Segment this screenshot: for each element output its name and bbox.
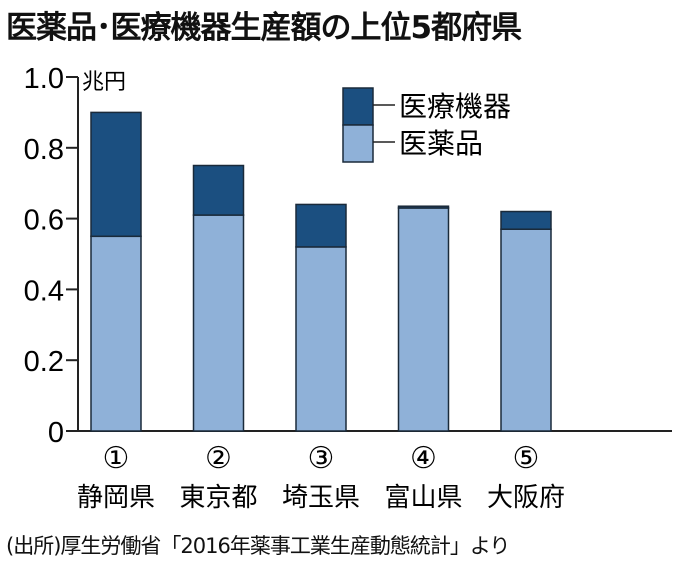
y-tick-label: 0.6 bbox=[24, 205, 64, 237]
y-tick-label: 0.4 bbox=[24, 275, 64, 307]
x-tick-label: 大阪府 bbox=[487, 483, 565, 513]
y-tick-label: 0 bbox=[48, 417, 64, 449]
bar-医薬品 bbox=[500, 228, 552, 432]
bar-医療機器 bbox=[397, 205, 450, 209]
rank-label: ⑤ bbox=[513, 441, 540, 476]
bar-医薬品 bbox=[90, 235, 142, 432]
x-tick-label: 富山県 bbox=[384, 483, 462, 513]
x-tick-label: 静岡県 bbox=[77, 483, 155, 513]
x-tick-label: 埼玉県 bbox=[282, 483, 360, 513]
bar-医薬品 bbox=[295, 246, 347, 432]
bar-医薬品 bbox=[397, 207, 450, 432]
bar-医療機器 bbox=[295, 203, 347, 248]
rank-label: ① bbox=[103, 441, 130, 476]
legend-label: 医薬品 bbox=[399, 127, 483, 160]
bar-医療機器 bbox=[192, 164, 245, 216]
rank-label: ② bbox=[205, 441, 232, 476]
x-tick-label: 東京都 bbox=[179, 483, 257, 513]
rank-label: ④ bbox=[410, 441, 437, 476]
y-tick-label: 0.2 bbox=[24, 346, 64, 378]
legend-swatch bbox=[342, 87, 374, 126]
chart-title: 医薬品･医療機器生産額の上位5都府県 bbox=[6, 10, 522, 46]
y-axis-unit: 兆円 bbox=[82, 70, 126, 95]
y-tick-label: 1.0 bbox=[24, 63, 64, 95]
legend-label: 医療機器 bbox=[399, 90, 511, 123]
rank-label: ③ bbox=[308, 441, 335, 476]
legend-swatch bbox=[342, 124, 374, 163]
bar-医療機器 bbox=[90, 111, 142, 238]
y-tick-label: 0.8 bbox=[24, 134, 64, 166]
source-note: (出所)厚生労働省「2016年薬事工業生産動態統計」より bbox=[6, 534, 510, 558]
bar-医療機器 bbox=[500, 210, 552, 230]
bar-医薬品 bbox=[192, 214, 245, 432]
